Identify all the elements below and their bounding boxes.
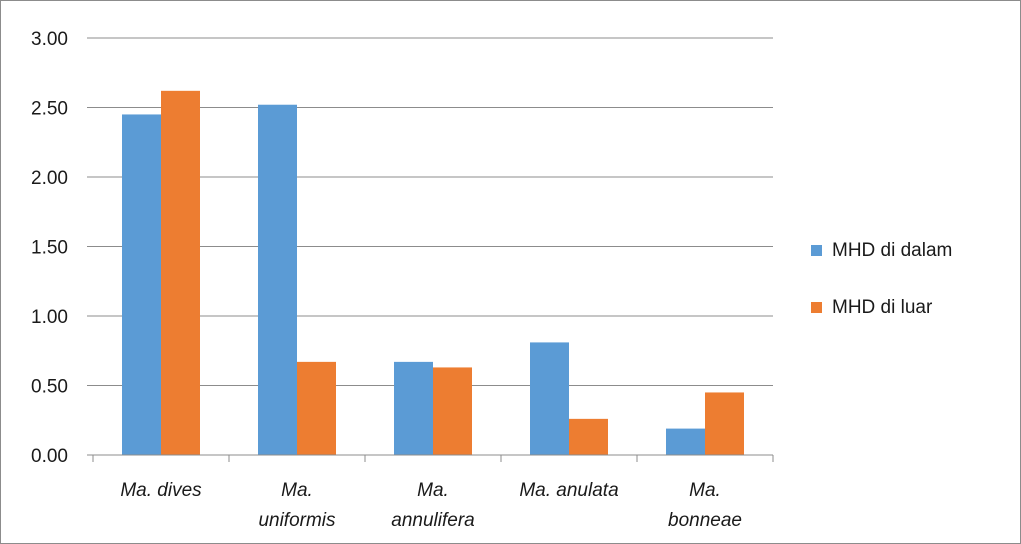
x-axis	[87, 37, 774, 462]
y-tick-label: 1.50	[31, 238, 68, 259]
legend: MHD di dalam MHD di luar	[811, 240, 952, 318]
bar-luar-4	[705, 392, 744, 455]
x-category-label: Ma. anulata	[519, 480, 618, 501]
x-category-label: Ma.	[689, 480, 721, 501]
bar-dalam-2	[394, 361, 433, 455]
bar-dalam-0	[122, 114, 161, 455]
y-tick-label: 0.00	[31, 446, 68, 467]
legend-swatch	[811, 302, 822, 313]
y-tick-label: 0.50	[31, 377, 68, 398]
x-axis-category-labels: Ma. dives Ma. uniformis Ma. annulifera Ma. an…	[120, 480, 742, 531]
y-axis-tick-labels: 0.00 0.50 1.00 1.50 2.00 2.50 3.00	[31, 29, 68, 467]
y-tick-label: 3.00	[31, 29, 68, 50]
x-category-label: annulifera	[391, 510, 474, 531]
bar-dalam-4	[666, 428, 705, 455]
x-category-label: Ma.	[281, 480, 313, 501]
bar-luar-3	[569, 418, 608, 455]
legend-swatch	[811, 245, 822, 256]
gridlines	[93, 37, 773, 386]
bar-dalam-3	[530, 342, 569, 455]
y-tick-label: 2.50	[31, 99, 68, 120]
bar-dalam-1	[258, 104, 297, 455]
x-category-label: uniformis	[258, 510, 336, 531]
legend-label: MHD di dalam	[832, 240, 952, 261]
bar-luar-2	[433, 367, 472, 455]
x-category-label: Ma.	[417, 480, 449, 501]
y-tick-label: 1.00	[31, 307, 68, 328]
bar-luar-1	[297, 361, 336, 455]
y-tick-label: 2.00	[31, 168, 68, 189]
bars	[122, 90, 744, 455]
legend-label: MHD di luar	[832, 297, 933, 318]
bar-luar-0	[161, 90, 200, 455]
x-category-label: Ma. dives	[120, 480, 202, 501]
x-category-label: bonneae	[668, 510, 742, 531]
